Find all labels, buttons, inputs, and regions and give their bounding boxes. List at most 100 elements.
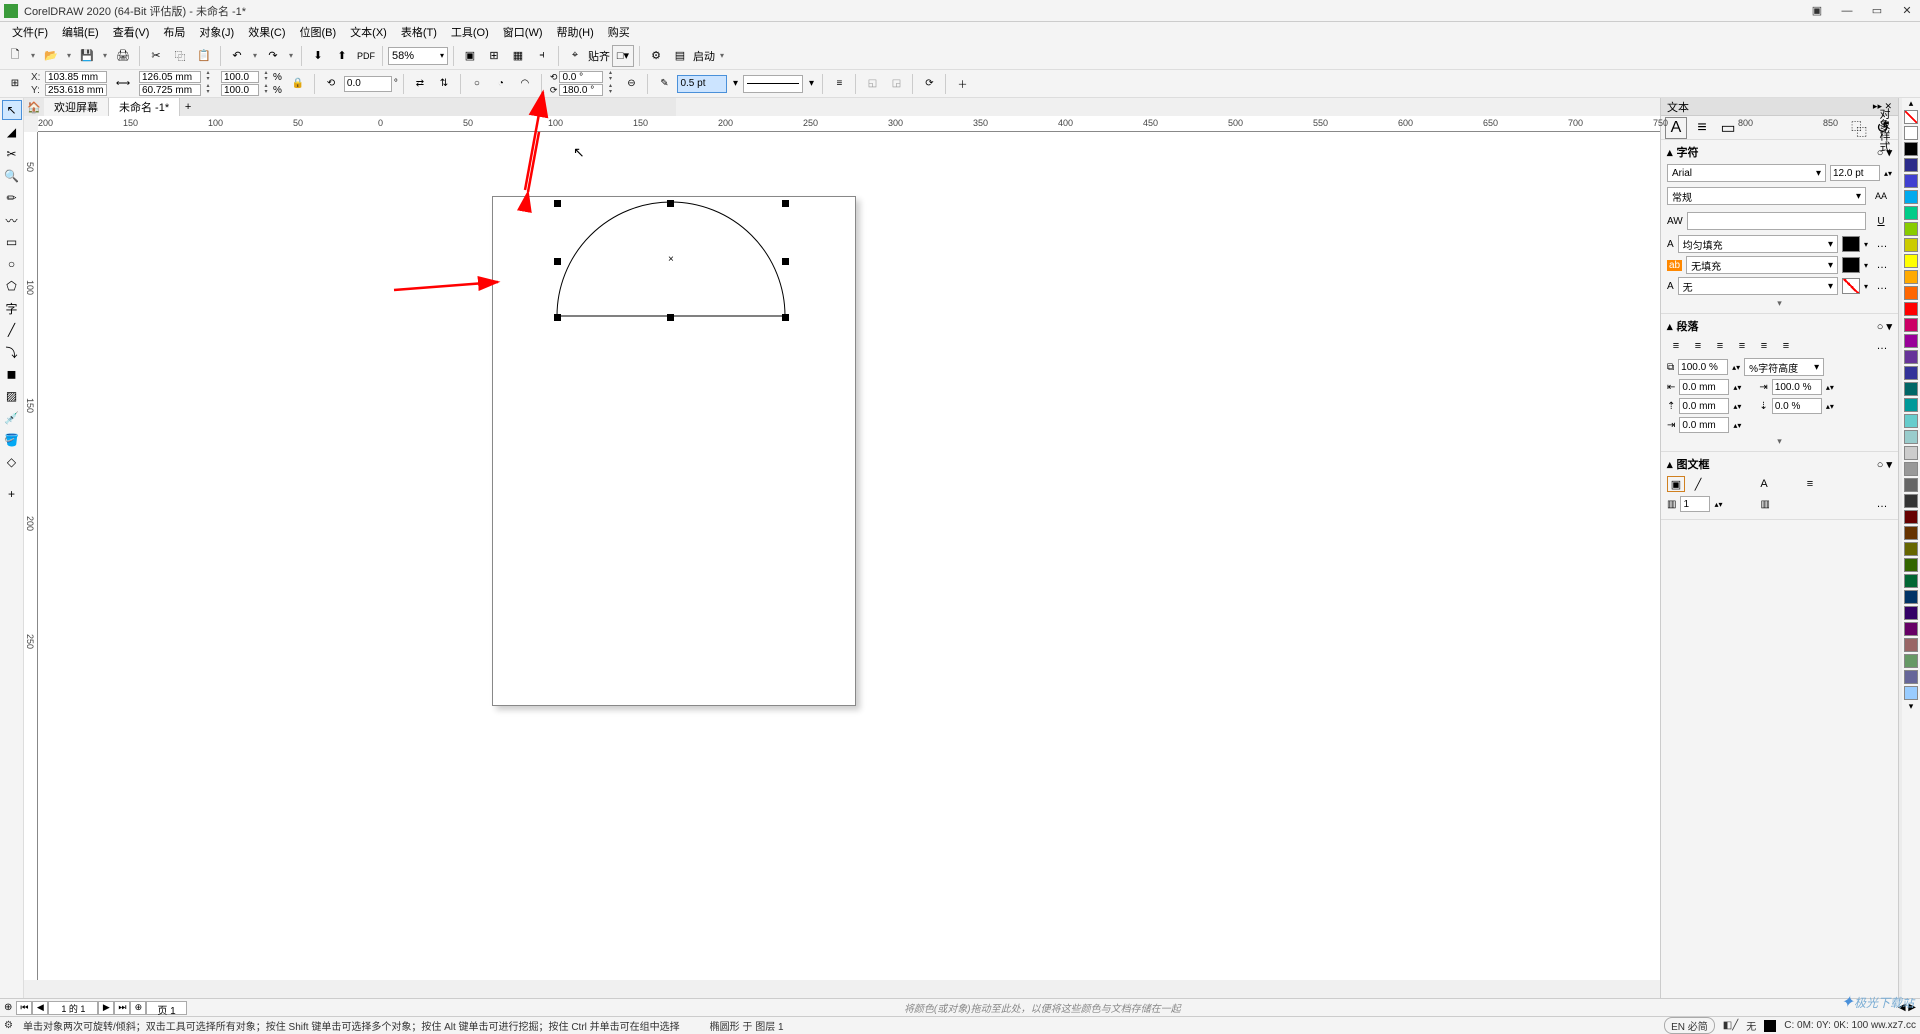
- font-combo[interactable]: Arial▾: [1667, 164, 1826, 182]
- color-swatch[interactable]: [1904, 318, 1918, 332]
- language-pill[interactable]: EN 必简: [1664, 1017, 1715, 1034]
- crop-tool-icon[interactable]: ✂: [2, 144, 22, 164]
- side-tab-styles[interactable]: 对象样式: [1876, 104, 1892, 992]
- transparency-tool-icon[interactable]: ▨: [2, 386, 22, 406]
- color-swatch[interactable]: [1904, 222, 1918, 236]
- color-swatch[interactable]: [1904, 366, 1918, 380]
- copy-icon[interactable]: ⿻: [169, 45, 191, 67]
- add-tool-icon[interactable]: +: [2, 484, 22, 504]
- pdf-icon[interactable]: PDF: [355, 45, 377, 67]
- rotate-icon[interactable]: ⟲: [320, 73, 342, 95]
- direction-icon[interactable]: ⊖: [620, 73, 642, 95]
- indent-r-input[interactable]: [1772, 379, 1822, 395]
- new-icon[interactable]: 🗋: [4, 45, 26, 67]
- frame-none-icon[interactable]: ╱: [1689, 476, 1707, 492]
- ellipse-tool-icon[interactable]: ○: [2, 254, 22, 274]
- align-left-icon[interactable]: ≡: [1667, 338, 1685, 354]
- add-icon[interactable]: ＋: [951, 73, 973, 95]
- page-first-icon[interactable]: ⏮: [16, 1001, 32, 1015]
- grid-icon[interactable]: ▦: [507, 45, 529, 67]
- new-tab-icon[interactable]: +: [180, 101, 196, 113]
- parallel-tool-icon[interactable]: ╱: [2, 320, 22, 340]
- color-swatch[interactable]: [1904, 414, 1918, 428]
- height-input[interactable]: [139, 84, 201, 96]
- sel-handle-br[interactable]: [782, 314, 789, 321]
- tab-file[interactable]: 未命名 -1*: [109, 98, 180, 116]
- menu-view[interactable]: 查看(V): [107, 22, 156, 42]
- fill-tool-icon[interactable]: 🪣: [2, 430, 22, 450]
- copy-props-icon[interactable]: ⿻: [1848, 117, 1870, 139]
- color-swatch[interactable]: [1904, 334, 1918, 348]
- sel-handle-tr[interactable]: [782, 200, 789, 207]
- rectangle-tool-icon[interactable]: ▭: [2, 232, 22, 252]
- maximize-icon[interactable]: ▭: [1868, 3, 1886, 19]
- help-icon[interactable]: ▣: [1808, 3, 1826, 19]
- color-swatch[interactable]: [1904, 398, 1918, 412]
- color-swatch[interactable]: [1904, 270, 1918, 284]
- mirror-v-icon[interactable]: ⇅: [433, 73, 455, 95]
- save-icon[interactable]: 💾: [76, 45, 98, 67]
- kerning-combo[interactable]: [1687, 212, 1866, 230]
- sel-handle-tl[interactable]: [554, 200, 561, 207]
- connector-tool-icon[interactable]: ⤵: [2, 342, 22, 362]
- pie-icon[interactable]: ◔: [490, 73, 512, 95]
- color-swatch[interactable]: [1904, 446, 1918, 460]
- color-swatch[interactable]: [1904, 494, 1918, 508]
- fontstyle-combo[interactable]: 常规▾: [1667, 187, 1866, 205]
- polygon-tool-icon[interactable]: ⬠: [2, 276, 22, 296]
- menu-layout[interactable]: 布局: [157, 22, 191, 42]
- rotation-input[interactable]: [344, 76, 392, 92]
- color-swatch[interactable]: [1904, 590, 1918, 604]
- color-swatch[interactable]: [1904, 558, 1918, 572]
- color-swatch[interactable]: [1904, 542, 1918, 556]
- color-swatch[interactable]: [1904, 190, 1918, 204]
- ellipse-icon[interactable]: ○: [466, 73, 488, 95]
- color-swatch[interactable]: [1904, 174, 1918, 188]
- menu-effects[interactable]: 效果(C): [242, 22, 291, 42]
- color-swatch[interactable]: [1904, 670, 1918, 684]
- color-swatch[interactable]: [1904, 478, 1918, 492]
- home-icon[interactable]: 🏠: [24, 99, 44, 115]
- fill-color[interactable]: [1842, 236, 1860, 252]
- lock-ratio-icon[interactable]: 🔒: [287, 73, 309, 95]
- color-swatch[interactable]: [1904, 606, 1918, 620]
- arc-icon[interactable]: ◠: [514, 73, 536, 95]
- open-icon[interactable]: 📂: [40, 45, 62, 67]
- bgfill-color[interactable]: [1842, 257, 1860, 273]
- color-swatch[interactable]: [1904, 238, 1918, 252]
- fill-type-combo[interactable]: 均匀填充▾: [1678, 235, 1838, 253]
- eyedropper-tool-icon[interactable]: 💉: [2, 408, 22, 428]
- frame-mode-icon[interactable]: ▭: [1717, 117, 1739, 139]
- paste-icon[interactable]: 📋: [193, 45, 215, 67]
- page-tab[interactable]: 页 1: [146, 1001, 186, 1015]
- end-angle-input[interactable]: [559, 84, 603, 96]
- sel-handle-tc[interactable]: [667, 200, 674, 207]
- lineunit-combo[interactable]: %字符高度▾: [1744, 358, 1824, 376]
- color-swatch[interactable]: [1904, 158, 1918, 172]
- artistic-tool-icon[interactable]: 〰: [2, 210, 22, 230]
- convert-curves-icon[interactable]: ⟳: [918, 73, 940, 95]
- y-input[interactable]: [45, 84, 107, 96]
- frame-fit-icon[interactable]: ▣: [1667, 476, 1685, 492]
- text-tool-icon[interactable]: 字: [2, 298, 22, 318]
- object-origin-icon[interactable]: ⊞: [4, 73, 26, 95]
- color-swatch[interactable]: [1904, 510, 1918, 524]
- tab-welcome[interactable]: 欢迎屏幕: [44, 98, 109, 116]
- align-full-icon[interactable]: ≡: [1755, 338, 1773, 354]
- align-justify-icon[interactable]: ≡: [1733, 338, 1751, 354]
- align-none-icon[interactable]: ≡: [1777, 338, 1795, 354]
- print-icon[interactable]: 🖨: [112, 45, 134, 67]
- indent-l-input[interactable]: [1679, 379, 1729, 395]
- fullscreen-icon[interactable]: ▣: [459, 45, 481, 67]
- page-add-icon[interactable]: ⊕: [130, 1001, 146, 1015]
- menu-buy[interactable]: 购买: [602, 22, 636, 42]
- menu-object[interactable]: 对象(J): [193, 22, 240, 42]
- to-back-icon[interactable]: ◲: [885, 73, 907, 95]
- menu-file[interactable]: 文件(F): [6, 22, 54, 42]
- zoom-combo[interactable]: 58%▾: [388, 47, 448, 65]
- color-swatch[interactable]: [1904, 286, 1918, 300]
- x-input[interactable]: [45, 71, 107, 83]
- size-lock-icon[interactable]: ⟷: [112, 73, 134, 95]
- redo-icon[interactable]: ↷: [262, 45, 284, 67]
- zoom-tool-icon[interactable]: 🔍: [2, 166, 22, 186]
